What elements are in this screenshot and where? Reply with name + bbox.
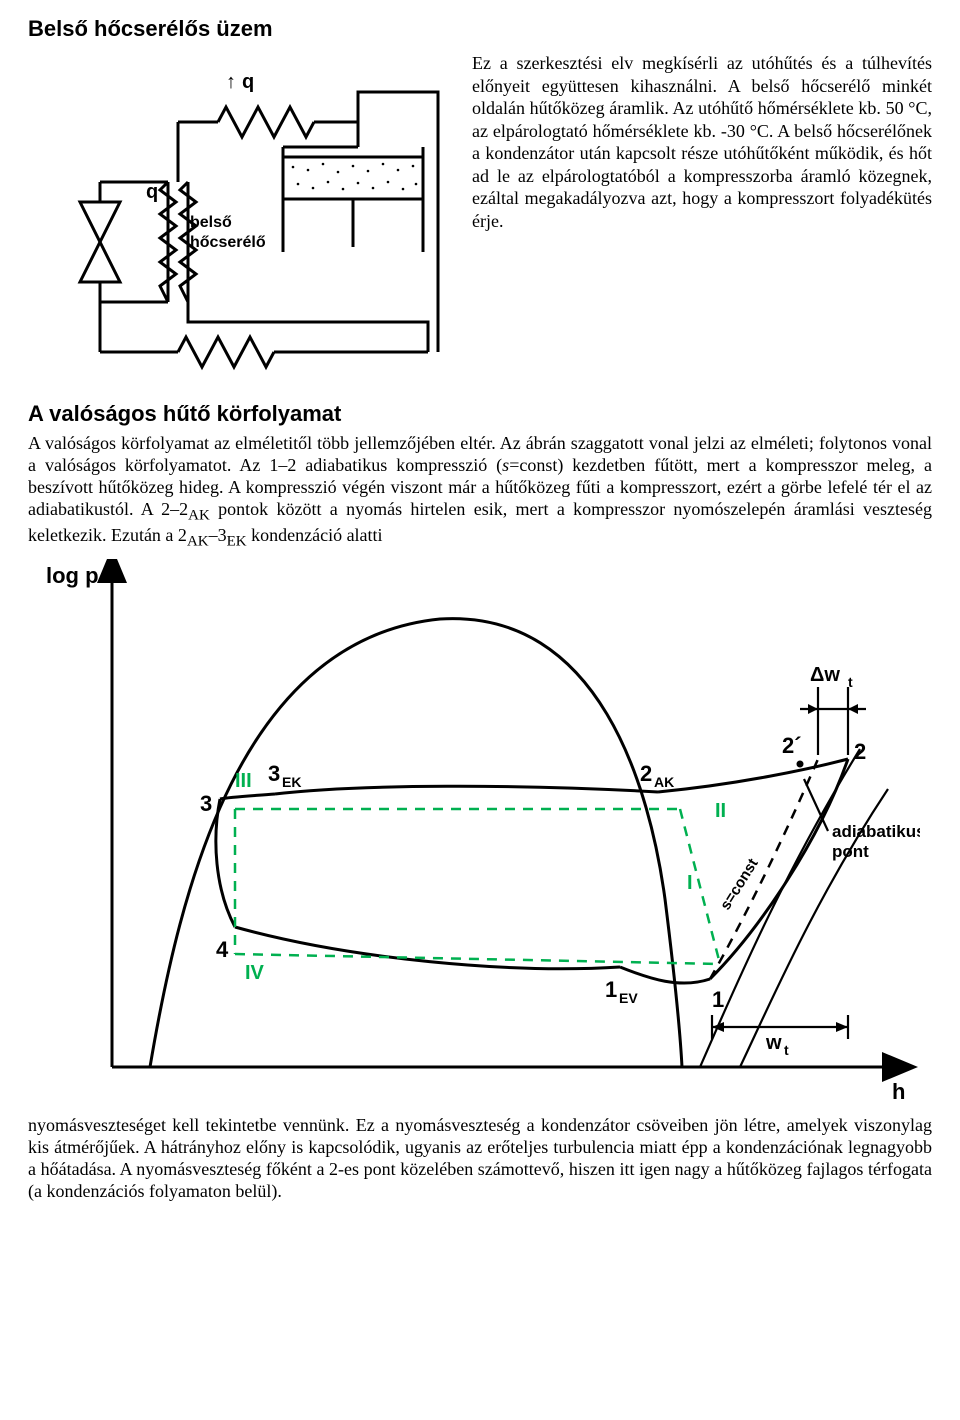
schematic-svg: .l { stroke:#000; stroke-width:3; fill:n… xyxy=(28,52,448,382)
adiapoint-line2: pont xyxy=(832,842,869,861)
p2ak-label: 2 AK xyxy=(640,761,674,790)
svg-text:2: 2 xyxy=(640,761,652,786)
inner-hx-label-2: hőcserélő xyxy=(190,234,266,251)
subheading: A valóságos hűtő körfolyamat xyxy=(28,401,932,427)
q-up-label: q xyxy=(242,71,254,93)
p4-label: 4 xyxy=(216,937,229,962)
svg-text:EK: EK xyxy=(282,774,301,790)
svg-text:Δw: Δw xyxy=(810,664,840,686)
figure-schematic: .l { stroke:#000; stroke-width:3; fill:n… xyxy=(28,52,448,387)
p3-label: 3 xyxy=(200,791,212,816)
paragraph-1: A valóságos körfolyamat az elméletitől t… xyxy=(28,433,932,551)
p2prime-label: 2´ xyxy=(782,733,802,758)
svg-text:EV: EV xyxy=(619,990,638,1006)
roman-II: II xyxy=(715,800,726,822)
page-title: Belső hőcserélős üzem xyxy=(28,16,932,42)
adiapoint-line1: adiabatikus xyxy=(832,822,920,841)
svg-text:AK: AK xyxy=(654,774,674,790)
para1-sub3: EK xyxy=(227,533,247,549)
paragraph-2: nyomásveszteséget kell tekintetbe vennün… xyxy=(28,1115,932,1203)
para1-dash: –3 xyxy=(209,525,227,545)
inner-hx-label-1: belső xyxy=(190,214,232,231)
xlabel: h xyxy=(892,1079,905,1104)
ylabel: log p xyxy=(46,563,99,588)
p1ev-label: 1 EV xyxy=(605,977,638,1006)
q-left-label: q xyxy=(146,181,158,203)
para1-sub1: AK xyxy=(188,507,210,523)
svg-text:t: t xyxy=(848,674,853,690)
roman-IV: IV xyxy=(245,962,265,984)
roman-III: III xyxy=(235,770,252,792)
p2-label: 2 xyxy=(854,739,866,764)
wt-label: w t xyxy=(765,1032,789,1058)
p1-label: 1 xyxy=(712,987,724,1012)
diagram-svg: .ax { stroke:#000; stroke-width:3; fill:… xyxy=(40,559,920,1109)
para1-sub2: AK xyxy=(187,533,209,549)
sconst-label: s=const xyxy=(717,855,762,912)
roman-I: I xyxy=(687,872,693,894)
top-row: .l { stroke:#000; stroke-width:3; fill:n… xyxy=(28,52,932,387)
svg-text:w: w xyxy=(765,1032,782,1054)
svg-text:3: 3 xyxy=(268,761,280,786)
dwt-label: Δw t xyxy=(810,664,853,690)
p3ek-label: 3 EK xyxy=(268,761,301,790)
para1-post-sub3: kondenzáció alatti xyxy=(247,525,383,545)
page: Belső hőcserélős üzem .l { stroke:#000; … xyxy=(0,0,960,1420)
figure-diagram: .ax { stroke:#000; stroke-width:3; fill:… xyxy=(28,559,932,1109)
intro-paragraph: Ez a szerkesztési elv megkísérli az utóh… xyxy=(472,52,932,232)
svg-text:t: t xyxy=(784,1042,789,1058)
svg-text:1: 1 xyxy=(605,977,617,1002)
arrow-up-icon: ↑ xyxy=(226,71,236,93)
